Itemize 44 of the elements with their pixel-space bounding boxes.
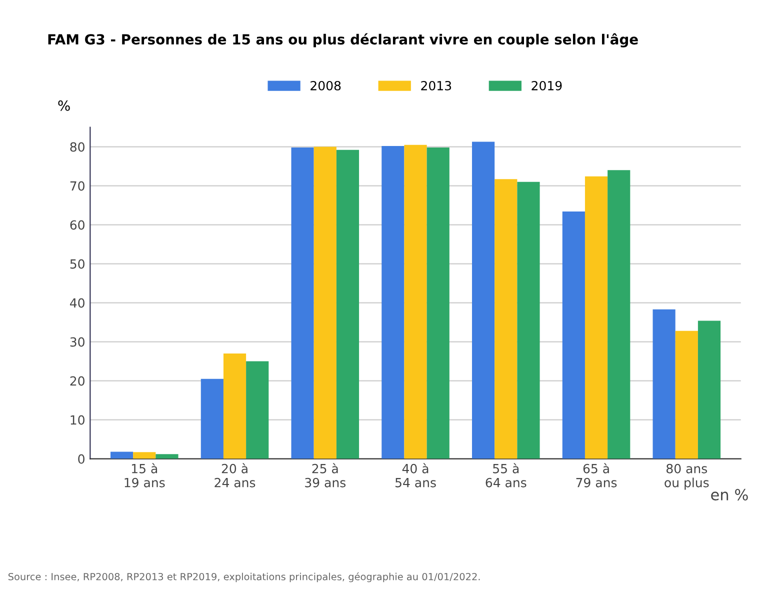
bar (223, 353, 246, 459)
bar (246, 361, 269, 459)
y-tick-label: 40 (70, 298, 84, 308)
bar (494, 179, 518, 459)
y-tick-label: 80 (70, 142, 84, 152)
legend-label: 2008 (310, 80, 341, 90)
x-tick-label: 25 à 39 ans (305, 463, 346, 488)
y-tick-label: 50 (70, 259, 84, 269)
bar (652, 309, 676, 459)
y-tick-label: 0 (78, 454, 84, 464)
legend-label: 2013 (421, 80, 452, 90)
y-tick-label: 20 (70, 376, 84, 386)
y-axis-title: % (58, 100, 70, 111)
bar (404, 144, 427, 459)
x-tick-label: 20 à 24 ans (214, 463, 256, 488)
y-tick-label: 60 (70, 220, 84, 230)
bar (698, 320, 721, 459)
bar (314, 146, 336, 459)
bar (133, 452, 156, 459)
bar (382, 146, 404, 459)
chart-title: FAM G3 - Personnes de 15 ans ou plus déclarant vivre en couple selon l'âge (48, 33, 638, 48)
bar (517, 182, 540, 459)
bar (562, 212, 585, 459)
bar (472, 142, 495, 459)
x-tick-label: 15 à 19 ans (124, 463, 165, 488)
bar (426, 148, 450, 459)
x-tick-label: 80 ans ou plus (664, 464, 709, 490)
bar (156, 454, 178, 459)
bar (675, 330, 698, 459)
bar (200, 378, 224, 459)
x-tick-label: 40 à 54 ans (396, 463, 436, 488)
y-tick-label: 70 (70, 181, 84, 191)
y-tick-label: 10 (70, 415, 84, 425)
y-tick-label: 30 (70, 337, 84, 347)
bar (291, 148, 314, 459)
bar (110, 452, 134, 459)
bar (584, 176, 608, 459)
text: en % (711, 488, 748, 500)
x-tick-label: 55 à 64 ans (486, 463, 526, 488)
x-tick-label: 65 à 79 ans (576, 463, 617, 488)
source-note: Source : Insee, RP2008, RP2013 et RP2019, exploitations principales, géographie au 01/01/2022. (8, 572, 480, 582)
bar (336, 150, 360, 459)
bar (608, 170, 630, 459)
legend-label: 2019 (532, 80, 562, 90)
